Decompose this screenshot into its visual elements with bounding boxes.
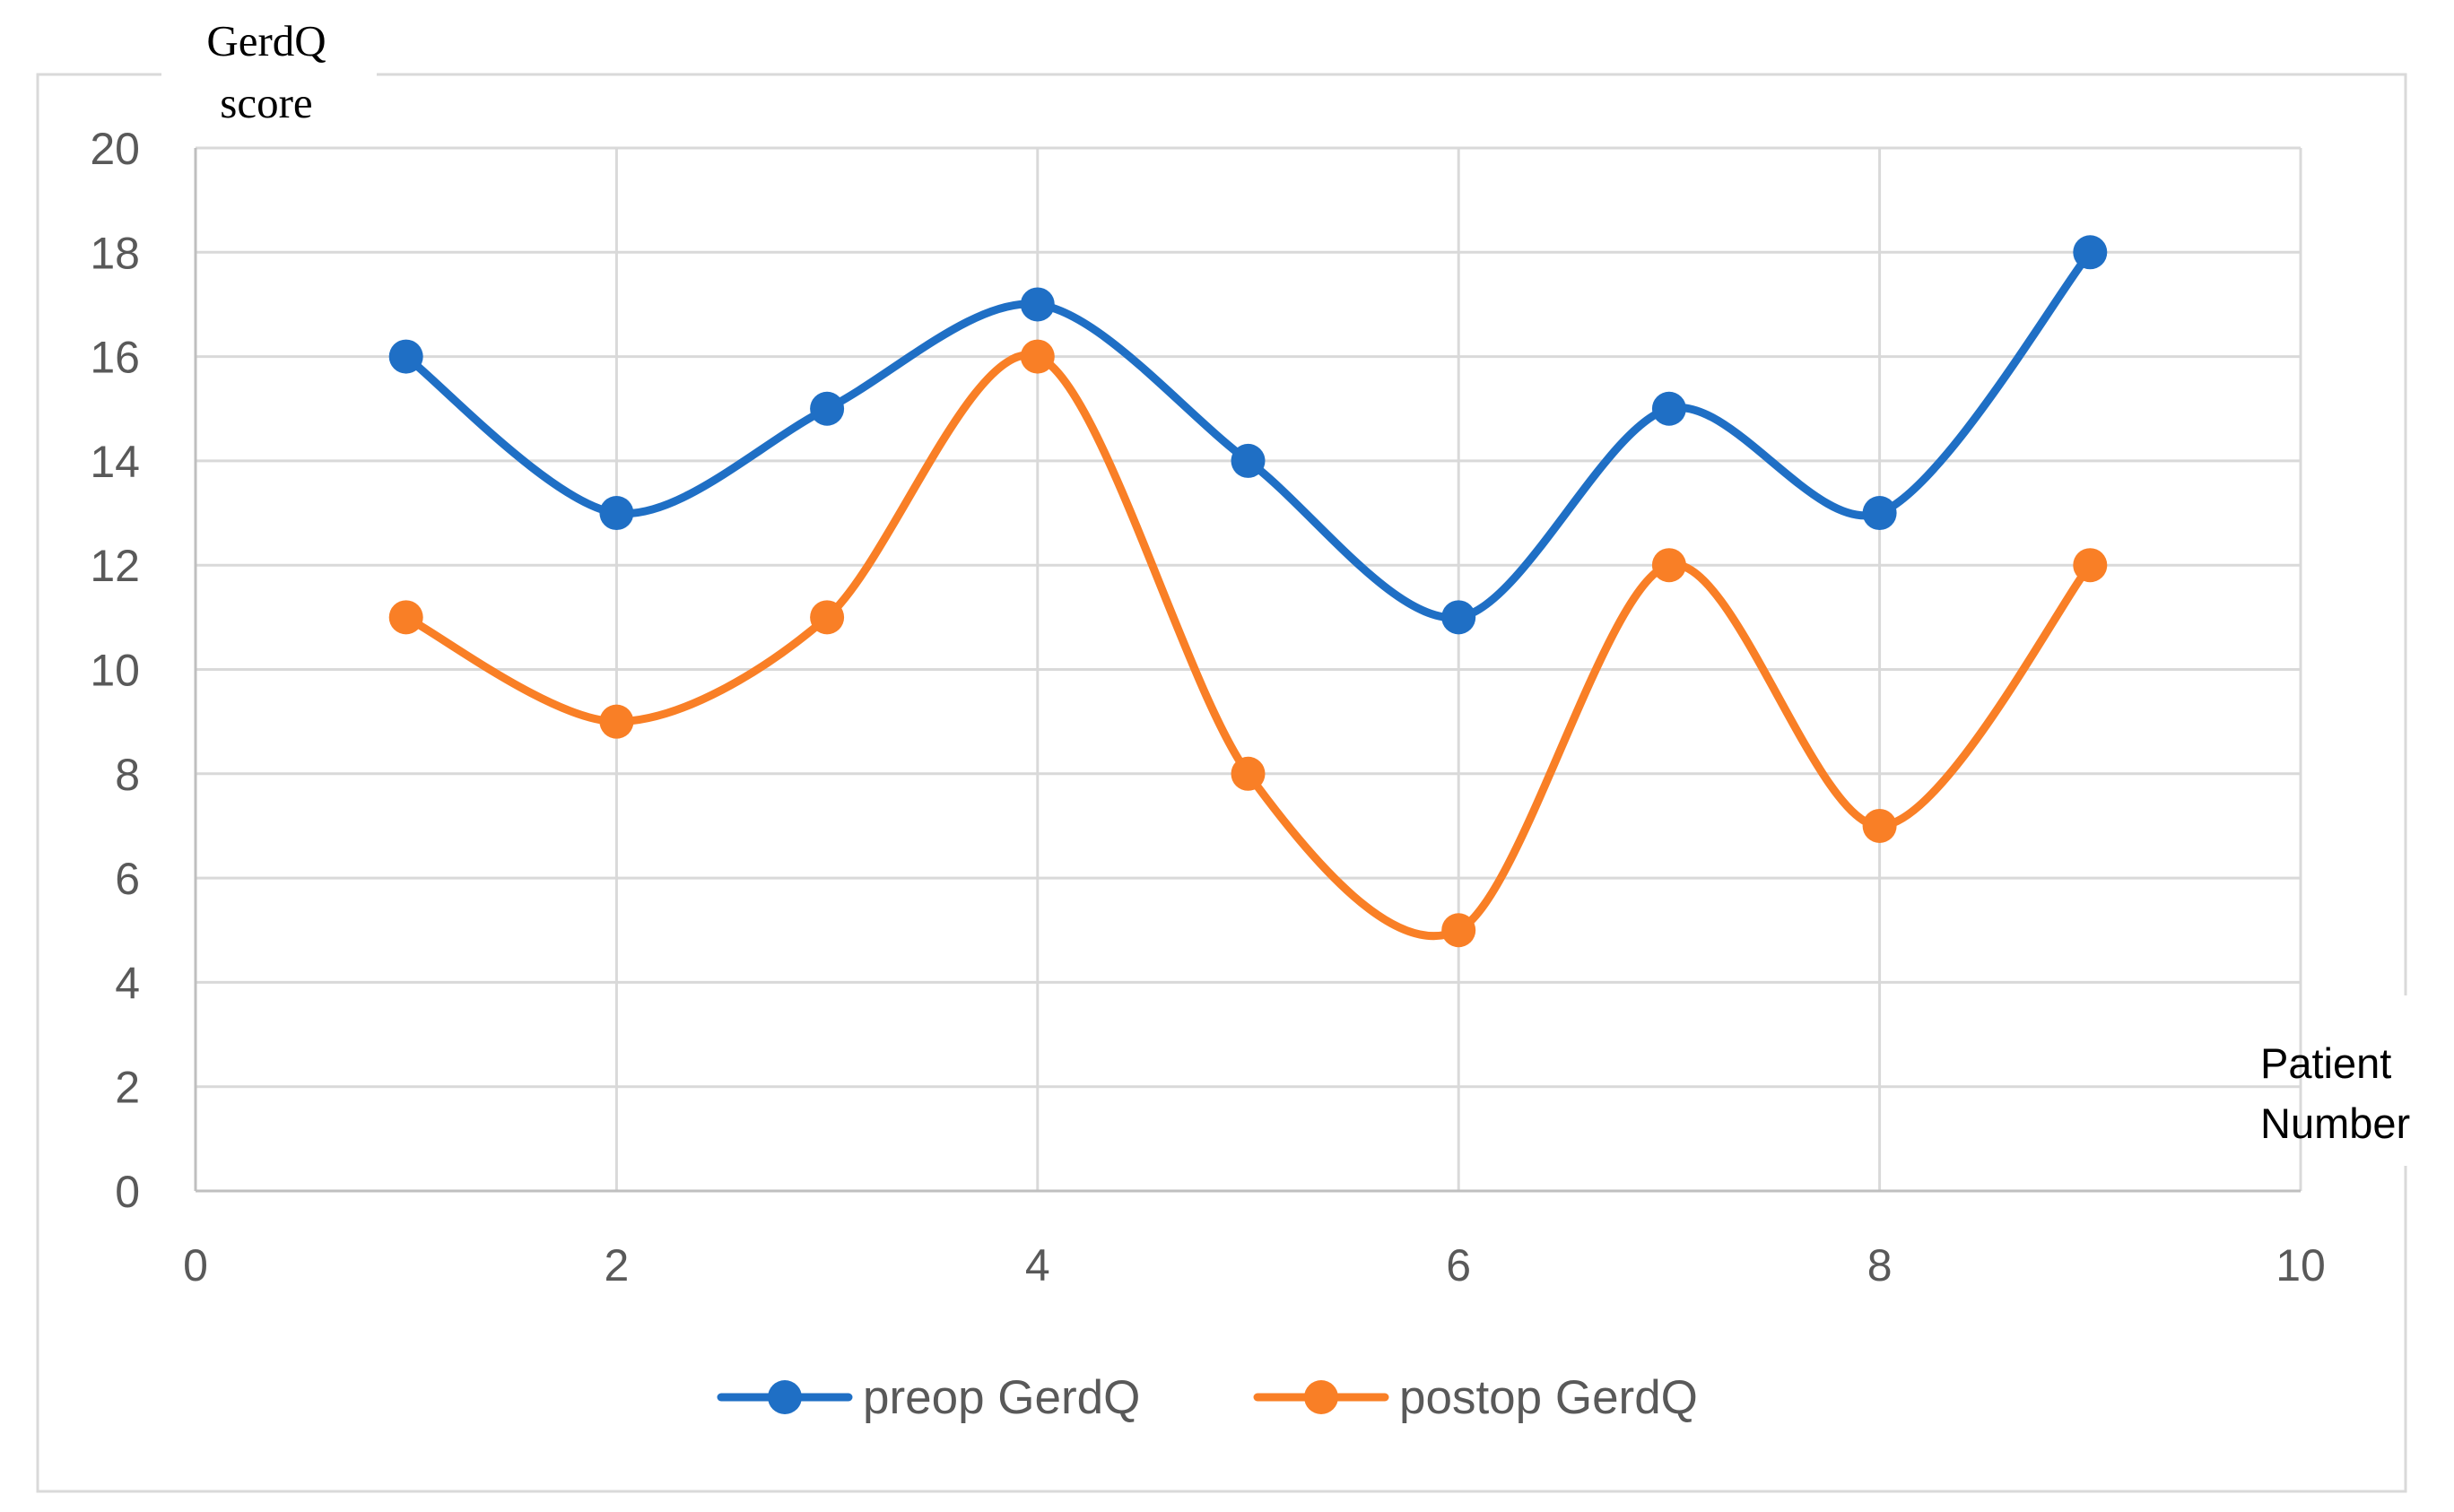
series-postop: [388, 339, 2108, 948]
ylabel-mask: [161, 9, 377, 135]
data-point-preop: [1231, 443, 1266, 478]
x-tick-label: 0: [183, 1240, 208, 1290]
legend-marker-preop: [768, 1380, 802, 1414]
x-axis-title-line-2: Number: [2260, 1099, 2410, 1147]
data-point-postop: [388, 600, 423, 635]
y-tick-label: 0: [115, 1167, 140, 1217]
chart-frame: [36, 73, 2407, 1493]
x-tick-label: 4: [1025, 1240, 1050, 1290]
legend: preop GerdQ postop GerdQ: [717, 1371, 1698, 1424]
gridlines: [196, 146, 2302, 1191]
y-tick-label: 14: [90, 437, 140, 487]
axes: [194, 148, 2301, 1193]
data-point-preop: [1441, 600, 1476, 635]
data-point-preop: [1651, 391, 1686, 426]
x-tick-labels: 0 2 4 6 8 10: [183, 1240, 2326, 1290]
y-axis-title-line-2: score: [220, 78, 312, 127]
data-point-postop: [599, 704, 634, 739]
x-tick-label: 2: [604, 1240, 629, 1290]
y-tick-labels: 0 2 4 6 8 10 12 14 16 18 20: [90, 124, 140, 1217]
series-line-preop: [402, 248, 2094, 622]
y-tick-label: 6: [115, 854, 140, 904]
series: [388, 235, 2108, 948]
data-point-preop: [599, 496, 634, 531]
legend-label-postop: postop GerdQ: [1399, 1371, 1698, 1424]
y-tick-label: 2: [115, 1063, 140, 1113]
data-point-preop: [1020, 287, 1055, 322]
legend-item-postop: postop GerdQ: [1253, 1371, 1698, 1424]
data-point-preop: [810, 391, 845, 426]
legend-item-preop: preop GerdQ: [717, 1371, 1140, 1424]
series-preop: [388, 235, 2108, 635]
y-tick-label: 4: [115, 958, 140, 1008]
data-point-postop: [1651, 548, 1686, 583]
data-point-postop: [1862, 808, 1897, 843]
data-point-postop: [1441, 913, 1476, 948]
x-axis-title-line-1: Patient: [2260, 1039, 2391, 1087]
x-tick-label: 10: [2276, 1240, 2326, 1290]
y-tick-label: 16: [90, 333, 140, 383]
data-point-preop: [1862, 496, 1897, 531]
legend-marker-postop: [1304, 1380, 1338, 1414]
x-tick-label: 6: [1446, 1240, 1471, 1290]
y-tick-label: 10: [90, 646, 140, 696]
y-axis-title-line-1: GerdQ: [206, 16, 326, 65]
data-point-postop: [1020, 339, 1055, 374]
x-tick-label: 8: [1867, 1240, 1893, 1290]
data-point-postop: [810, 600, 845, 635]
series-line-postop: [402, 351, 2094, 941]
y-tick-label: 12: [90, 541, 140, 591]
y-tick-label: 8: [115, 750, 140, 800]
data-point-postop: [1231, 756, 1266, 791]
legend-label-preop: preop GerdQ: [863, 1371, 1140, 1424]
data-point-preop: [2073, 235, 2108, 270]
data-point-postop: [2073, 548, 2108, 583]
y-tick-label: 20: [90, 124, 140, 174]
data-point-preop: [388, 339, 423, 374]
xlabel-mask: [2242, 995, 2454, 1166]
y-tick-label: 18: [90, 228, 140, 278]
